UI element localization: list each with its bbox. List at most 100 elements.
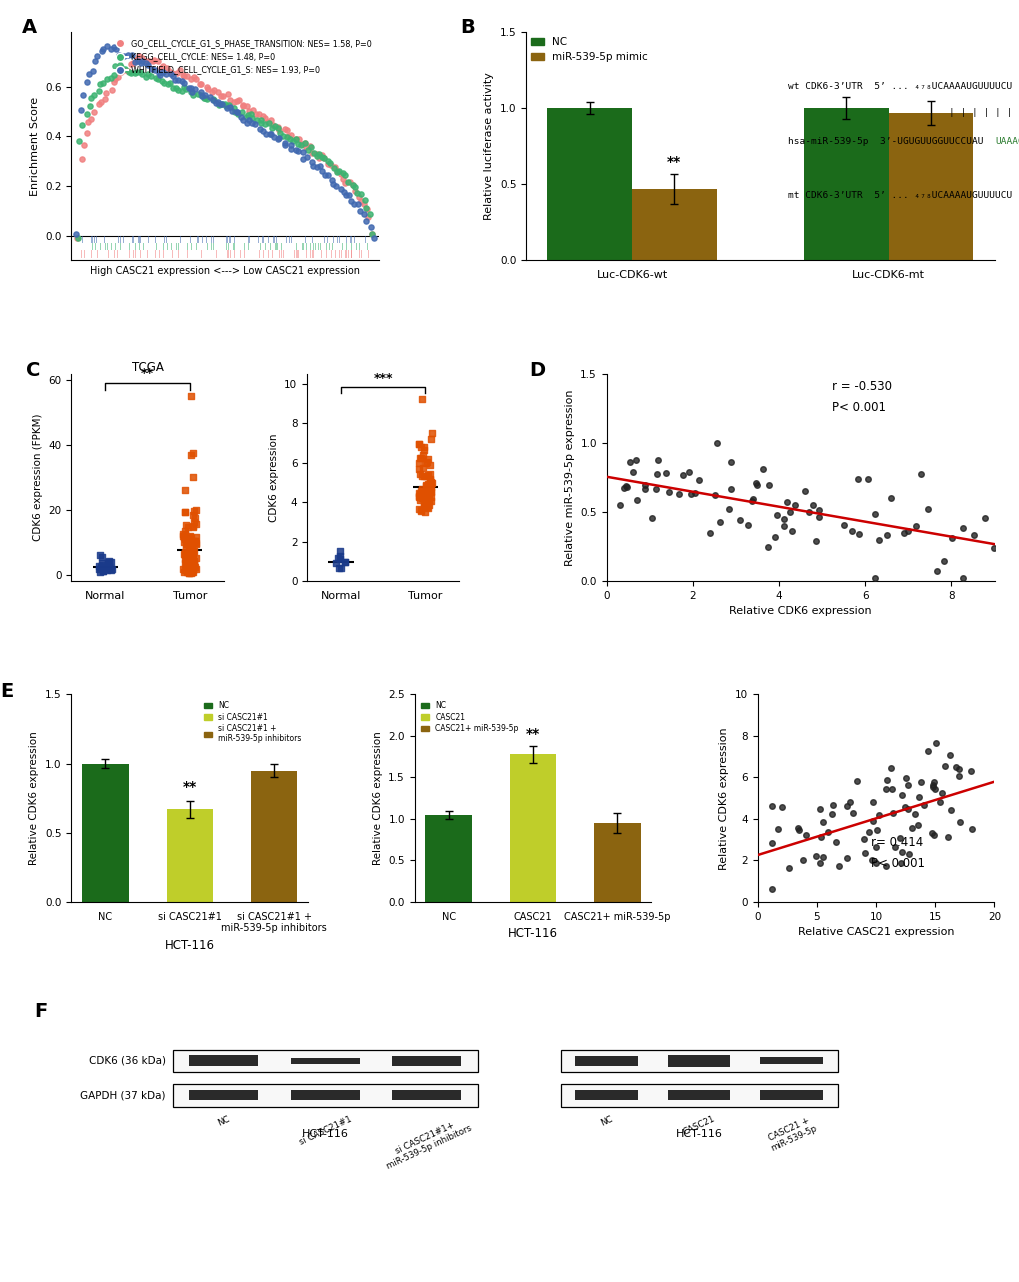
Point	[356, 204, 372, 224]
Point	[810, 799, 826, 819]
Point	[362, 204, 378, 224]
Point	[185, 501, 202, 522]
Point	[212, 94, 228, 114]
Point	[855, 828, 871, 849]
Point	[119, 45, 136, 65]
Point	[336, 551, 353, 572]
Point	[363, 223, 379, 244]
Point	[183, 533, 200, 554]
Point	[925, 772, 942, 792]
Point	[423, 487, 439, 508]
Point	[106, 72, 122, 92]
Bar	[575, 1090, 638, 1100]
Text: **: **	[526, 727, 539, 741]
Point	[344, 176, 361, 196]
Point	[101, 556, 117, 577]
Point	[120, 60, 137, 81]
Point	[893, 842, 909, 863]
Point	[767, 505, 784, 526]
Point	[328, 553, 344, 573]
Point	[669, 483, 686, 504]
Point	[844, 803, 860, 823]
X-axis label: HCT-116: HCT-116	[165, 938, 215, 951]
Point	[225, 91, 242, 112]
Point	[103, 560, 119, 581]
Point	[86, 101, 102, 122]
Point	[866, 853, 882, 873]
Point	[255, 121, 271, 141]
Point	[154, 71, 170, 91]
Text: r = -0.530: r = -0.530	[830, 381, 891, 394]
Point	[912, 772, 928, 792]
Point	[101, 551, 117, 572]
Point	[184, 559, 201, 579]
Point	[416, 494, 432, 514]
Point	[94, 555, 110, 576]
Point	[92, 562, 108, 582]
Point	[176, 501, 193, 522]
Point	[165, 78, 181, 99]
Point	[276, 133, 292, 154]
Point	[848, 770, 864, 791]
Point	[103, 68, 119, 88]
Point	[615, 478, 632, 499]
Point	[219, 97, 235, 118]
Point	[186, 531, 203, 551]
Point	[189, 559, 205, 579]
Point	[81, 64, 97, 85]
Point	[420, 499, 436, 519]
Point	[814, 812, 830, 832]
Point	[810, 506, 826, 527]
Point	[417, 453, 433, 473]
Point	[413, 485, 429, 505]
Point	[290, 128, 307, 149]
Point	[781, 858, 797, 878]
Point	[101, 559, 117, 579]
Point	[180, 540, 197, 560]
Point	[897, 796, 913, 817]
Point	[622, 451, 638, 472]
Point	[923, 774, 940, 795]
Point	[244, 108, 260, 128]
Y-axis label: CDK6 expression: CDK6 expression	[268, 433, 278, 522]
Point	[282, 124, 299, 145]
Point	[783, 522, 799, 542]
Point	[126, 51, 143, 72]
Point	[331, 549, 347, 569]
Point	[182, 532, 199, 553]
FancyBboxPatch shape	[560, 1050, 837, 1072]
Point	[912, 464, 928, 485]
Point	[298, 136, 314, 156]
Point	[984, 538, 1001, 559]
Point	[836, 514, 852, 535]
Point	[421, 476, 437, 496]
Point	[132, 53, 149, 73]
Point	[102, 551, 118, 572]
Point	[868, 820, 884, 841]
Point	[140, 64, 156, 85]
Point	[294, 142, 311, 163]
Bar	[392, 1056, 461, 1067]
Point	[870, 529, 887, 550]
Point	[876, 856, 893, 877]
Point	[619, 477, 635, 497]
Point	[234, 110, 251, 131]
Point	[71, 131, 88, 151]
Point	[866, 504, 882, 524]
Point	[263, 109, 279, 129]
Point	[686, 482, 702, 503]
Text: F: F	[35, 1001, 48, 1020]
Point	[253, 113, 269, 133]
Text: CDK6 (36 kDa): CDK6 (36 kDa)	[89, 1056, 165, 1065]
Point	[411, 435, 427, 455]
Point	[184, 517, 201, 537]
Point	[862, 850, 878, 870]
Point	[197, 87, 213, 108]
Point	[938, 827, 955, 847]
Point	[351, 187, 367, 208]
Point	[181, 540, 198, 560]
Point	[297, 132, 313, 153]
Point	[214, 94, 230, 114]
Point	[161, 60, 177, 81]
Point	[943, 800, 959, 820]
